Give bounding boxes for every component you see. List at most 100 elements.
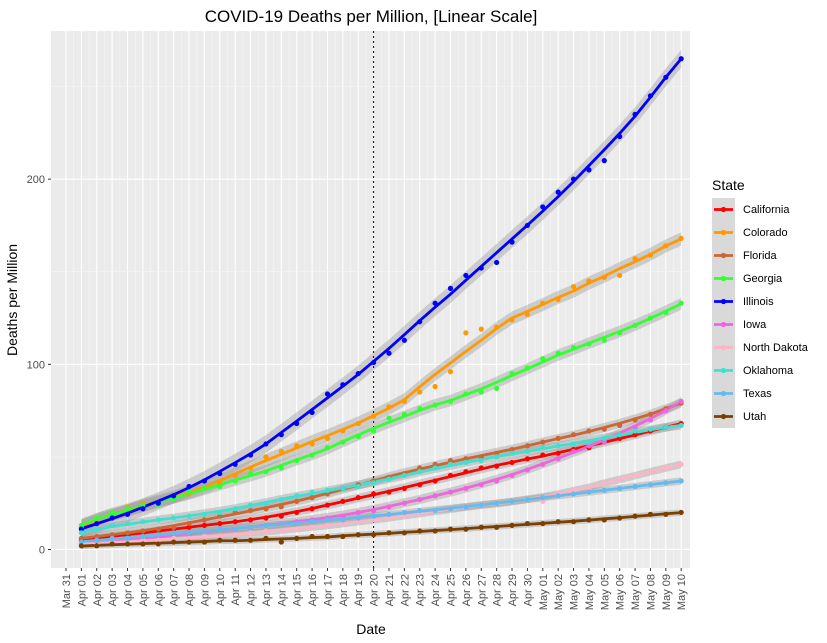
point-north-dakota bbox=[278, 528, 284, 534]
point-utah bbox=[632, 513, 638, 519]
point-florida bbox=[432, 461, 438, 467]
point-utah bbox=[570, 519, 577, 525]
point-florida bbox=[555, 435, 561, 441]
point-oklahoma bbox=[309, 489, 315, 495]
point-utah bbox=[94, 543, 100, 549]
trend-line-north-dakota bbox=[81, 462, 682, 546]
point-colorado bbox=[524, 311, 531, 317]
point-oklahoma bbox=[232, 506, 238, 512]
x-tick-label: Apr 25 bbox=[446, 574, 458, 606]
point-georgia bbox=[124, 506, 131, 512]
point-iowa bbox=[447, 489, 454, 495]
point-texas bbox=[186, 530, 192, 536]
x-tick-label: Apr 26 bbox=[461, 574, 473, 606]
point-oklahoma bbox=[386, 476, 392, 482]
point-north-dakota bbox=[417, 511, 423, 517]
point-illinois bbox=[171, 493, 177, 499]
point-georgia bbox=[494, 385, 500, 391]
point-oklahoma bbox=[201, 511, 208, 517]
point-georgia bbox=[678, 300, 684, 306]
trend-lines bbox=[80, 57, 683, 548]
point-texas bbox=[371, 513, 377, 519]
point-colorado bbox=[586, 278, 592, 284]
point-georgia bbox=[217, 483, 223, 490]
x-tick-label: Mar 31 bbox=[61, 574, 73, 608]
point-oklahoma bbox=[509, 450, 515, 456]
point-utah bbox=[340, 533, 346, 540]
point-texas bbox=[540, 495, 546, 501]
point-illinois bbox=[417, 319, 423, 325]
point-california bbox=[540, 452, 546, 458]
point-utah bbox=[386, 530, 392, 536]
point-texas bbox=[555, 493, 561, 499]
point-north-dakota bbox=[617, 476, 623, 482]
point-north-dakota bbox=[340, 520, 346, 527]
point-colorado bbox=[540, 300, 546, 306]
point-iowa bbox=[647, 417, 654, 423]
point-georgia bbox=[94, 515, 100, 521]
point-utah bbox=[663, 511, 669, 517]
point-north-dakota bbox=[386, 515, 392, 521]
point-texas bbox=[171, 530, 177, 536]
point-utah bbox=[617, 515, 623, 521]
point-california bbox=[186, 524, 192, 530]
point-utah bbox=[447, 526, 454, 532]
point-iowa bbox=[432, 493, 438, 499]
point-utah bbox=[647, 511, 654, 517]
point-oklahoma bbox=[217, 509, 223, 516]
point-texas bbox=[263, 522, 269, 529]
x-tick-label: Apr 15 bbox=[292, 574, 304, 606]
point-iowa bbox=[463, 485, 469, 491]
point-iowa bbox=[340, 513, 346, 519]
point-iowa bbox=[494, 478, 500, 484]
point-texas bbox=[601, 487, 607, 493]
x-tick-label: May 06 bbox=[615, 574, 627, 610]
x-tick-label: May 05 bbox=[599, 574, 611, 610]
point-iowa bbox=[417, 496, 423, 503]
point-utah bbox=[432, 528, 438, 534]
point-florida bbox=[617, 422, 623, 429]
point-california bbox=[371, 491, 377, 497]
point-colorado bbox=[401, 398, 407, 404]
legend-label-iowa: Iowa bbox=[743, 319, 767, 331]
legend: State California Colorado Florida Georgia Il… bbox=[712, 177, 809, 428]
point-georgia bbox=[232, 478, 238, 484]
point-california bbox=[401, 485, 407, 491]
legend-label-utah: Utah bbox=[743, 411, 766, 423]
point-oklahoma bbox=[94, 526, 100, 532]
point-illinois bbox=[278, 432, 284, 438]
x-tick-label: May 03 bbox=[569, 574, 581, 610]
point-illinois bbox=[540, 204, 546, 210]
point-utah bbox=[109, 541, 115, 547]
trend-line-texas bbox=[81, 479, 682, 544]
point-iowa bbox=[509, 472, 515, 479]
point-illinois bbox=[447, 285, 454, 291]
point-florida bbox=[447, 458, 454, 464]
trend-line-georgia bbox=[80, 302, 682, 526]
point-colorado bbox=[617, 272, 623, 279]
point-oklahoma bbox=[247, 502, 254, 508]
point-georgia bbox=[601, 337, 607, 343]
x-tick-label: May 04 bbox=[584, 574, 596, 610]
y-axis-title: Deaths per Million bbox=[4, 244, 20, 356]
point-colorado bbox=[355, 420, 361, 427]
point-colorado bbox=[386, 404, 392, 410]
x-tick-label: Apr 16 bbox=[307, 574, 319, 606]
legend-label-georgia: Georgia bbox=[743, 273, 783, 285]
point-iowa bbox=[386, 504, 392, 510]
point-illinois bbox=[555, 189, 561, 195]
point-texas bbox=[247, 524, 254, 530]
point-utah bbox=[417, 528, 423, 534]
point-florida bbox=[632, 417, 638, 423]
x-tick-label: Apr 17 bbox=[322, 574, 334, 606]
point-north-dakota bbox=[324, 522, 331, 529]
point-utah bbox=[524, 520, 531, 527]
point-illinois bbox=[155, 500, 161, 506]
x-tick-label: Apr 14 bbox=[276, 574, 288, 606]
point-oklahoma bbox=[278, 496, 284, 503]
x-tick-label: May 10 bbox=[676, 574, 688, 610]
legend-point-illinois bbox=[720, 298, 727, 305]
point-iowa bbox=[663, 408, 669, 414]
point-north-dakota bbox=[355, 519, 361, 525]
legend-label-illinois: Illinois bbox=[743, 296, 774, 308]
